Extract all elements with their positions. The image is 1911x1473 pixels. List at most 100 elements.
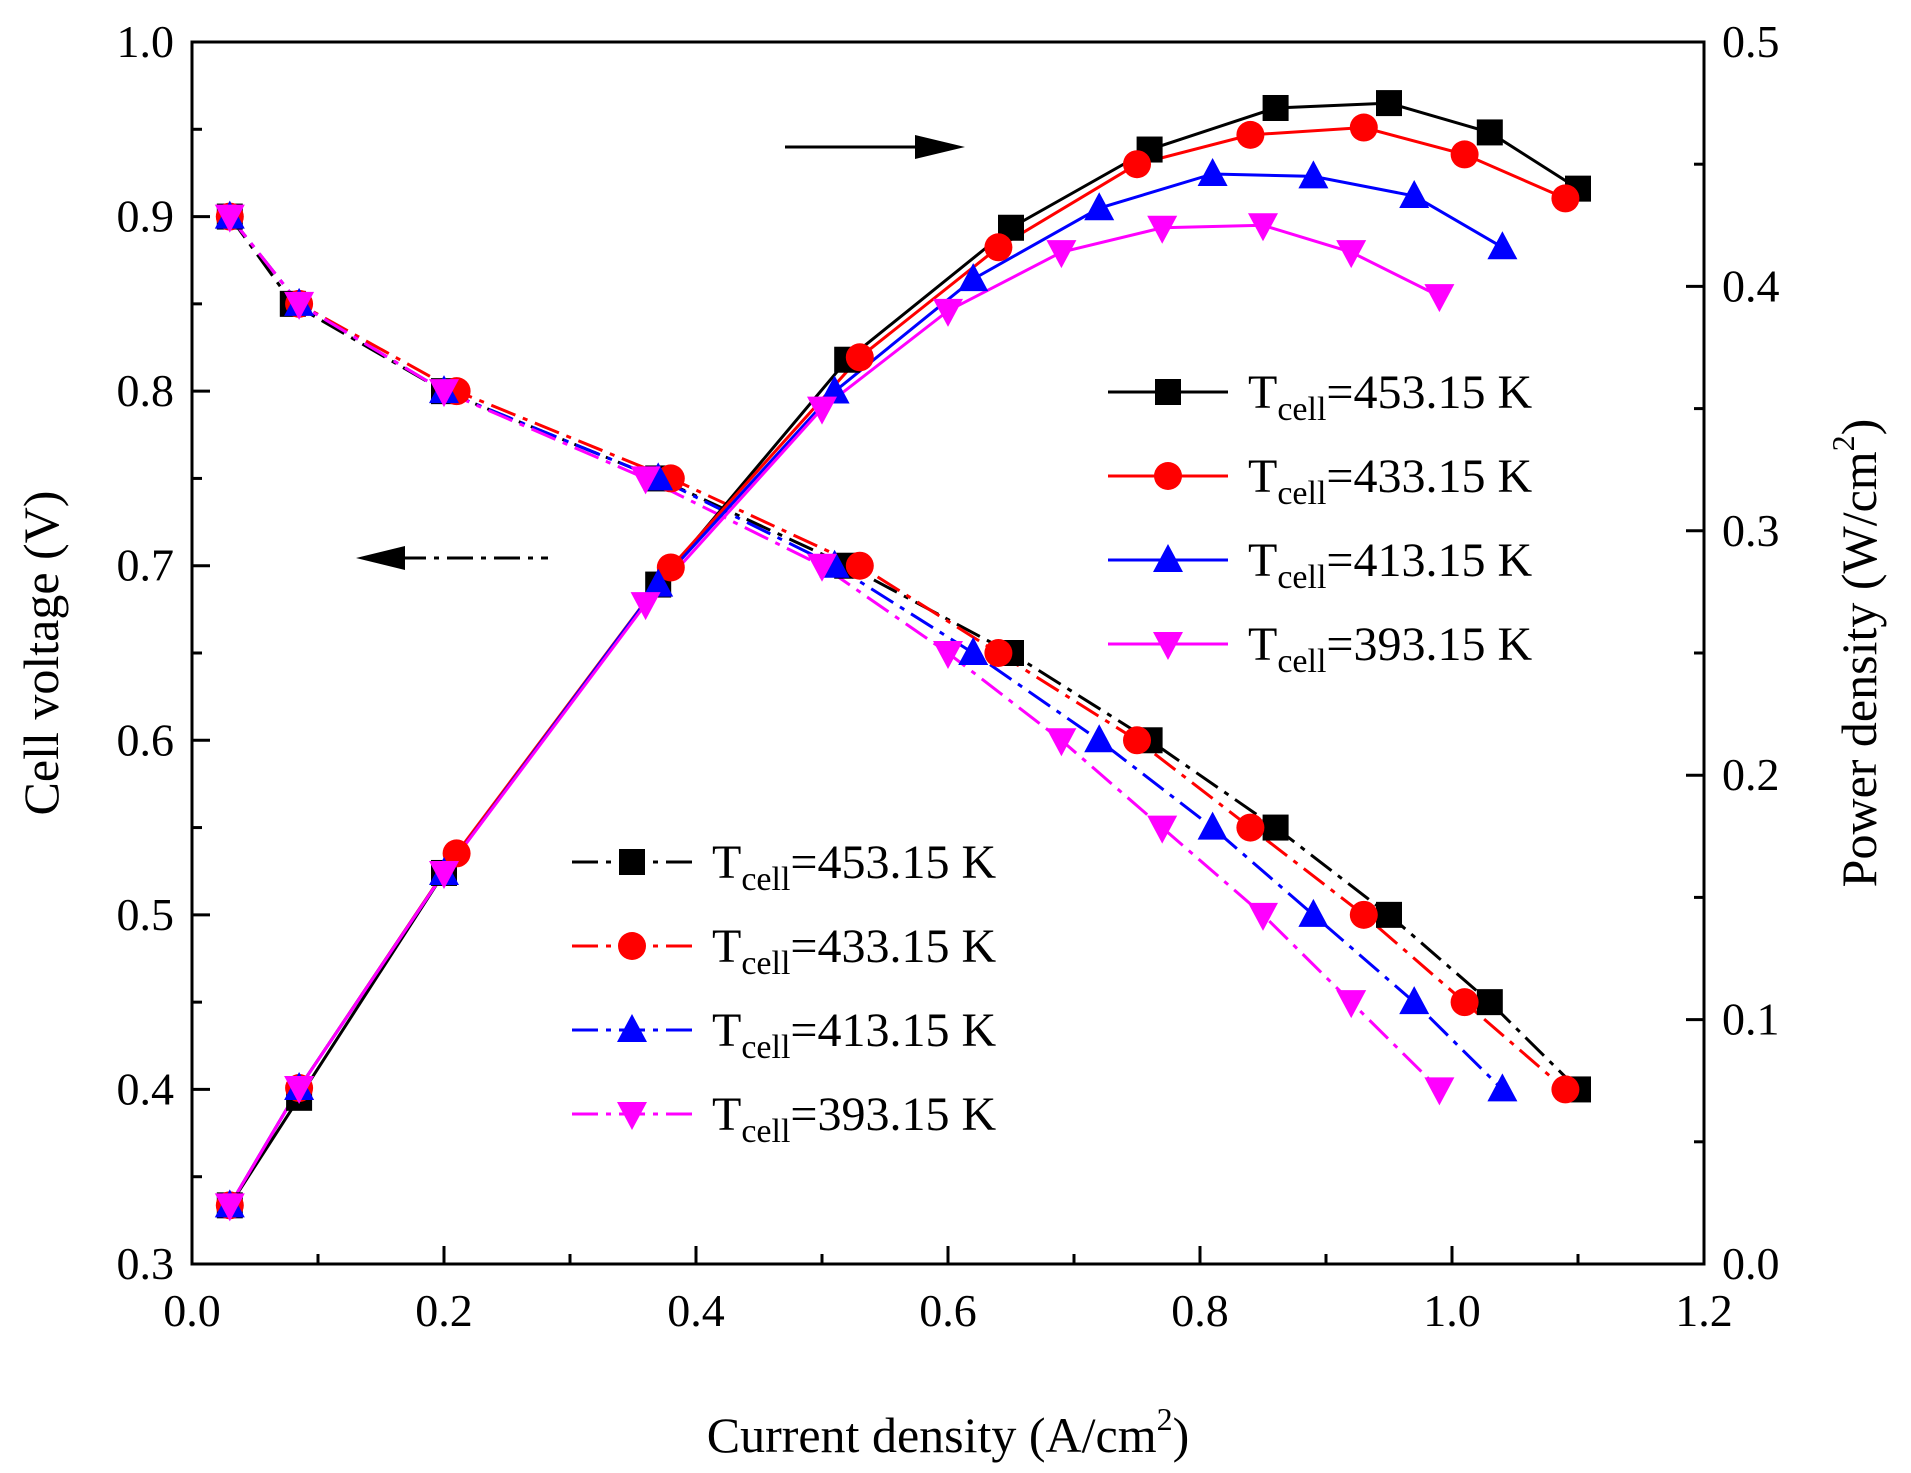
power-arrow-annotation — [785, 135, 965, 159]
y-left-tick-label: 0.7 — [117, 540, 175, 591]
power-point — [643, 568, 674, 597]
voltage-point — [1248, 902, 1278, 931]
power-point — [284, 1076, 315, 1105]
power-point — [1262, 94, 1289, 121]
power-point — [845, 343, 874, 372]
legend-marker — [617, 1014, 647, 1042]
legend-marker — [619, 849, 645, 875]
legend-label: Tcell=393.15 K — [1248, 618, 1532, 680]
power-point — [1424, 284, 1455, 313]
power-point — [1450, 140, 1479, 169]
voltage-point — [933, 641, 963, 669]
voltage-point — [958, 637, 989, 665]
x-tick-label: 1.2 — [1675, 1285, 1733, 1336]
voltage-point — [429, 379, 459, 408]
power-point — [1046, 240, 1077, 269]
power-point — [1349, 113, 1378, 142]
y-axis-right-title: Power density (W/cm2) — [1825, 419, 1887, 888]
legend-label: Tcell=413.15 K — [712, 1004, 996, 1066]
voltage-point — [1147, 815, 1178, 844]
x-tick-label: 0.0 — [163, 1285, 221, 1336]
power-point — [1123, 150, 1151, 179]
y-right-tick-label: 0.0 — [1722, 1238, 1780, 1289]
voltage-arrow-annotation — [356, 546, 548, 570]
y-axis-left-title: Cell voltage (V) — [13, 491, 69, 816]
y-left-tick-label: 0.5 — [117, 889, 175, 940]
voltage-point — [984, 639, 1013, 667]
voltage-point — [214, 204, 245, 233]
power-point — [214, 1193, 245, 1222]
legend-power: Tcell=453.15 K Tcell=433.15 K Tcell=413.15… — [1108, 366, 1532, 680]
voltage-point — [1376, 901, 1402, 928]
voltage-point — [1084, 724, 1115, 753]
power-point — [958, 263, 989, 292]
voltage-point — [1336, 990, 1367, 1019]
y-left-tick-label: 0.8 — [117, 365, 175, 416]
legend-marker — [1153, 632, 1183, 660]
power-point — [933, 298, 963, 327]
legend-label: Tcell=413.15 K — [1248, 534, 1532, 596]
legend-marker — [1155, 379, 1181, 405]
y-right-tick-label: 0.2 — [1722, 749, 1780, 800]
power-point — [1248, 213, 1278, 242]
power-point — [1147, 215, 1178, 244]
power-point — [429, 860, 459, 889]
y-left-tick-label: 0.4 — [117, 1063, 175, 1114]
y-right-tick-label: 0.5 — [1722, 16, 1780, 67]
x-tick-label: 0.8 — [1171, 1285, 1229, 1336]
power-point — [1298, 160, 1329, 189]
voltage-point — [1349, 900, 1378, 929]
legend-marker — [1154, 462, 1182, 490]
axis-ticks — [190, 40, 1706, 1266]
power-point — [656, 553, 685, 582]
x-tick-label: 1.0 — [1423, 1285, 1481, 1336]
power-point — [1084, 192, 1115, 221]
power-point — [984, 233, 1013, 262]
legend-marker — [617, 1102, 647, 1130]
legend-marker — [618, 932, 646, 960]
power-point — [630, 592, 661, 621]
series-markers — [214, 90, 1591, 1222]
y-left-tick-label: 1.0 — [117, 16, 175, 67]
y-right-tick-label: 0.3 — [1722, 505, 1780, 556]
voltage-point — [1123, 726, 1151, 755]
power-point — [1336, 240, 1367, 269]
voltage-point — [1298, 898, 1329, 927]
power-point — [1376, 90, 1402, 117]
voltage-point — [1399, 986, 1430, 1015]
tick-labels: 0.0 0.2 0.4 0.6 0.8 1.0 1.2 0.3 0.4 0.5 0.6 0.7 0.8 0… — [117, 16, 1780, 1336]
voltage-point — [807, 553, 837, 582]
power-point — [1197, 157, 1228, 186]
x-tick-label: 0.2 — [415, 1285, 473, 1336]
power-point — [819, 375, 850, 404]
legend-marker — [1153, 544, 1183, 572]
power-point — [1236, 120, 1265, 149]
voltage-point — [1424, 1077, 1455, 1106]
voltage-point — [1551, 1075, 1580, 1104]
x-axis-title: Current density (A/cm2) — [707, 1401, 1190, 1463]
legend-label: Tcell=453.15 K — [1248, 366, 1532, 428]
voltage-point — [1262, 814, 1289, 841]
y-left-tick-label: 0.3 — [117, 1238, 175, 1289]
legend-label: Tcell=433.15 K — [712, 920, 996, 982]
voltage-point — [284, 291, 315, 320]
y-left-tick-label: 0.9 — [117, 191, 175, 242]
legend-label: Tcell=433.15 K — [1248, 450, 1532, 512]
legend-voltage: Tcell=453.15 K Tcell=433.15 K Tcell=413.15… — [572, 836, 996, 1150]
voltage-point — [630, 466, 661, 495]
voltage-point — [845, 551, 874, 580]
voltage-point — [1476, 989, 1503, 1016]
x-tick-label: 0.6 — [919, 1285, 977, 1336]
y-right-tick-label: 0.4 — [1722, 260, 1780, 311]
legend-label: Tcell=393.15 K — [712, 1088, 996, 1150]
voltage-point — [1197, 811, 1228, 840]
power-point — [1399, 179, 1430, 208]
voltage-point — [1450, 988, 1479, 1017]
voltage-point — [1236, 813, 1265, 842]
power-point — [1551, 184, 1580, 213]
x-tick-label: 0.4 — [667, 1285, 725, 1336]
power-point — [442, 839, 471, 868]
power-point — [1487, 231, 1518, 260]
legend-label: Tcell=453.15 K — [712, 836, 996, 898]
y-right-tick-label: 0.1 — [1722, 994, 1780, 1045]
